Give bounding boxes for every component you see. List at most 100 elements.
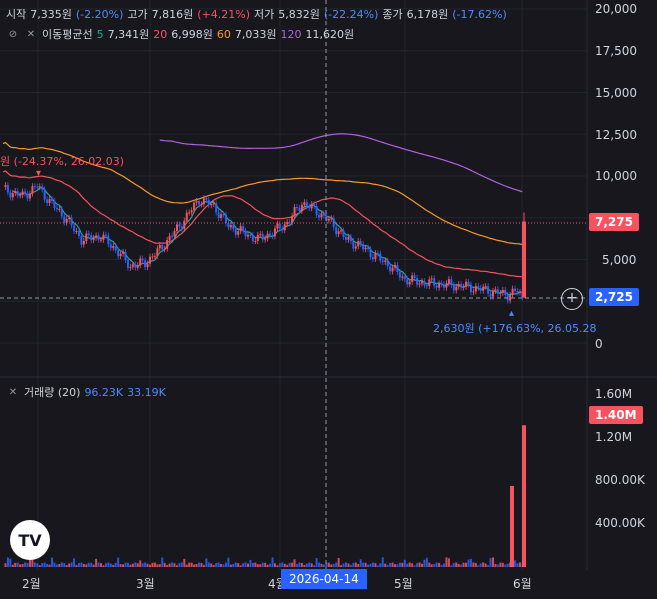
ma-legend: ⊘ ✕ 이동평균선 5 7,341원 20 6,998원 60 7,033원 1… — [6, 26, 354, 42]
volume-bar — [190, 562, 193, 567]
volume-bar — [352, 562, 355, 567]
volume-bar — [46, 563, 49, 567]
candle — [244, 230, 247, 237]
candle — [318, 214, 321, 218]
volume-bar — [146, 563, 149, 567]
hide-indicator-icon[interactable]: ⊘ — [8, 28, 18, 40]
ma120-line — [159, 133, 523, 193]
candle — [465, 281, 468, 287]
low-label: 저가 — [254, 8, 275, 21]
candle — [371, 257, 374, 260]
candle — [273, 228, 276, 237]
volume-bar — [401, 562, 404, 567]
candle — [19, 195, 22, 197]
close-icon[interactable]: ✕ — [26, 28, 36, 40]
candle — [9, 192, 12, 198]
close-change: (-17.62%) — [452, 7, 507, 21]
candle — [494, 289, 497, 291]
volume-bar — [153, 562, 156, 567]
candle — [509, 294, 512, 301]
volume-bar — [354, 562, 357, 567]
candle — [320, 213, 323, 218]
candle — [31, 186, 34, 194]
candle — [413, 275, 416, 279]
volume-legend: ✕ 거래량 (20) 96.23K 33.19K — [6, 384, 166, 400]
volume-bar — [276, 565, 279, 567]
candle — [291, 215, 294, 223]
volume-bar — [411, 563, 414, 567]
candle — [168, 235, 171, 240]
candle — [340, 230, 343, 232]
candle — [234, 229, 237, 235]
volume-bar — [63, 563, 66, 567]
price-axis-label: 10,000 — [595, 169, 637, 183]
time-axis-label: 5월 — [394, 577, 413, 591]
candle — [401, 276, 404, 278]
candle — [457, 283, 460, 287]
candle — [202, 198, 205, 205]
candle — [198, 201, 200, 205]
volume-bar — [359, 559, 362, 567]
candle — [406, 279, 409, 285]
volume-bar — [24, 562, 27, 567]
candle — [259, 234, 262, 236]
volume-bar — [58, 564, 61, 567]
volume-bar — [242, 563, 245, 567]
volume-bar — [28, 559, 31, 567]
volume-bar — [501, 562, 504, 567]
high-value: 7,816원 — [151, 8, 194, 21]
candle — [134, 264, 137, 268]
volume-axis-label: 800.00K — [595, 473, 645, 487]
candle — [322, 213, 325, 216]
candle — [90, 235, 93, 241]
volume-bar — [487, 565, 490, 567]
candle — [100, 239, 102, 241]
volume-bar — [129, 564, 132, 567]
volume-bar — [168, 563, 171, 567]
candle — [283, 224, 286, 231]
candle — [180, 226, 183, 229]
candle — [183, 220, 186, 229]
candle — [215, 203, 218, 213]
volume-bar — [443, 563, 445, 567]
candle — [477, 286, 480, 288]
candle — [73, 225, 76, 232]
candle — [242, 226, 245, 231]
close-value: 6,178원 — [406, 8, 449, 21]
ma5-period: 5 — [96, 27, 104, 41]
volume-bar — [229, 564, 232, 567]
candle — [239, 226, 242, 232]
candle — [345, 237, 347, 240]
volume-bar — [134, 562, 137, 567]
candle — [173, 231, 176, 237]
candle — [374, 253, 377, 260]
volume-bar — [11, 564, 14, 567]
volume-bar — [126, 562, 129, 567]
candle — [501, 289, 504, 293]
volume-bar — [345, 562, 347, 567]
volume-bar — [455, 562, 458, 567]
close-icon[interactable]: ✕ — [8, 386, 18, 398]
volume-bar — [261, 562, 264, 567]
candle — [200, 204, 203, 206]
volume-bar — [232, 563, 235, 567]
candle — [425, 285, 428, 287]
candle — [357, 241, 360, 247]
volume-bar — [104, 563, 107, 567]
crosshair-date-label: 2026-04-14 — [281, 569, 367, 589]
volume-bar — [484, 563, 487, 567]
candle — [55, 207, 58, 210]
tradingview-logo[interactable]: TV — [10, 520, 50, 560]
candle — [487, 286, 490, 294]
candle — [445, 283, 448, 288]
volume-bar — [247, 563, 249, 567]
ma60-value: 7,033원 — [234, 28, 277, 41]
volume-bar — [479, 563, 482, 567]
price-axis-label: 5,000 — [602, 253, 637, 267]
candle — [271, 235, 274, 237]
add-alert-button[interactable]: + — [561, 288, 583, 310]
candle — [141, 258, 144, 261]
candle — [119, 253, 122, 257]
volume-bar — [16, 562, 19, 567]
